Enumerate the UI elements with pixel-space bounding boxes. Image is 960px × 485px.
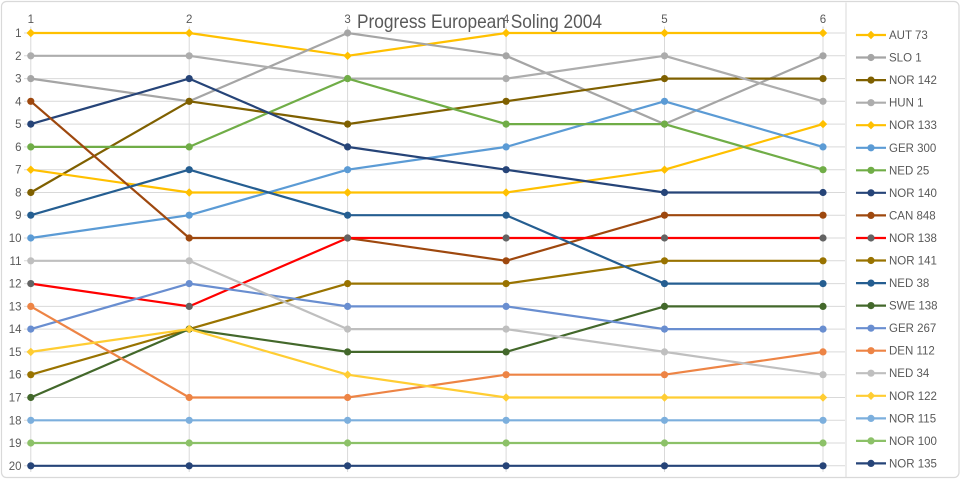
svg-text:19: 19 — [9, 438, 22, 450]
svg-text:Progress European Soling 2004: Progress European Soling 2004 — [357, 11, 602, 33]
svg-text:CAN 848: CAN 848 — [889, 210, 936, 222]
svg-text:17: 17 — [9, 393, 22, 405]
svg-text:5: 5 — [15, 119, 21, 131]
svg-text:14: 14 — [9, 324, 22, 336]
svg-text:6: 6 — [15, 142, 21, 154]
svg-text:NOR 141: NOR 141 — [889, 256, 937, 268]
svg-text:6: 6 — [820, 14, 826, 26]
svg-text:20: 20 — [9, 461, 22, 473]
svg-text:NOR 138: NOR 138 — [889, 233, 937, 245]
svg-text:9: 9 — [15, 210, 21, 222]
svg-text:GER 267: GER 267 — [889, 323, 936, 335]
svg-text:NOR 100: NOR 100 — [889, 436, 937, 448]
svg-text:15: 15 — [9, 347, 22, 359]
svg-text:4: 4 — [503, 14, 510, 26]
svg-text:2: 2 — [186, 14, 192, 26]
svg-text:NOR 140: NOR 140 — [889, 188, 937, 200]
svg-text:NED 25: NED 25 — [889, 165, 929, 177]
svg-text:18: 18 — [9, 415, 22, 427]
svg-text:10: 10 — [9, 233, 22, 245]
svg-text:2: 2 — [15, 51, 21, 63]
svg-text:GER 300: GER 300 — [889, 143, 936, 155]
svg-text:AUT 73: AUT 73 — [889, 30, 928, 42]
svg-text:11: 11 — [10, 256, 22, 268]
svg-text:16: 16 — [9, 370, 22, 382]
svg-text:1: 1 — [15, 28, 21, 40]
svg-text:NED 38: NED 38 — [889, 278, 929, 290]
svg-text:13: 13 — [9, 301, 22, 313]
svg-text:5: 5 — [661, 14, 667, 26]
svg-text:8: 8 — [15, 188, 21, 200]
svg-text:SWE 138: SWE 138 — [889, 301, 938, 313]
svg-text:NOR 133: NOR 133 — [889, 120, 937, 132]
svg-text:NOR 115: NOR 115 — [889, 413, 936, 425]
svg-text:NED 34: NED 34 — [889, 368, 930, 380]
svg-text:NOR 135: NOR 135 — [889, 458, 937, 470]
svg-text:3: 3 — [344, 14, 350, 26]
svg-text:12: 12 — [9, 279, 22, 291]
svg-text:7: 7 — [15, 165, 21, 177]
svg-text:3: 3 — [15, 74, 21, 86]
svg-text:SLO 1: SLO 1 — [889, 53, 922, 65]
svg-text:NOR 122: NOR 122 — [889, 391, 937, 403]
svg-text:HUN 1: HUN 1 — [889, 98, 924, 110]
svg-text:1: 1 — [28, 14, 34, 26]
svg-text:NOR 142: NOR 142 — [889, 75, 937, 87]
svg-text:DEN 112: DEN 112 — [889, 346, 935, 358]
svg-text:4: 4 — [15, 96, 22, 108]
